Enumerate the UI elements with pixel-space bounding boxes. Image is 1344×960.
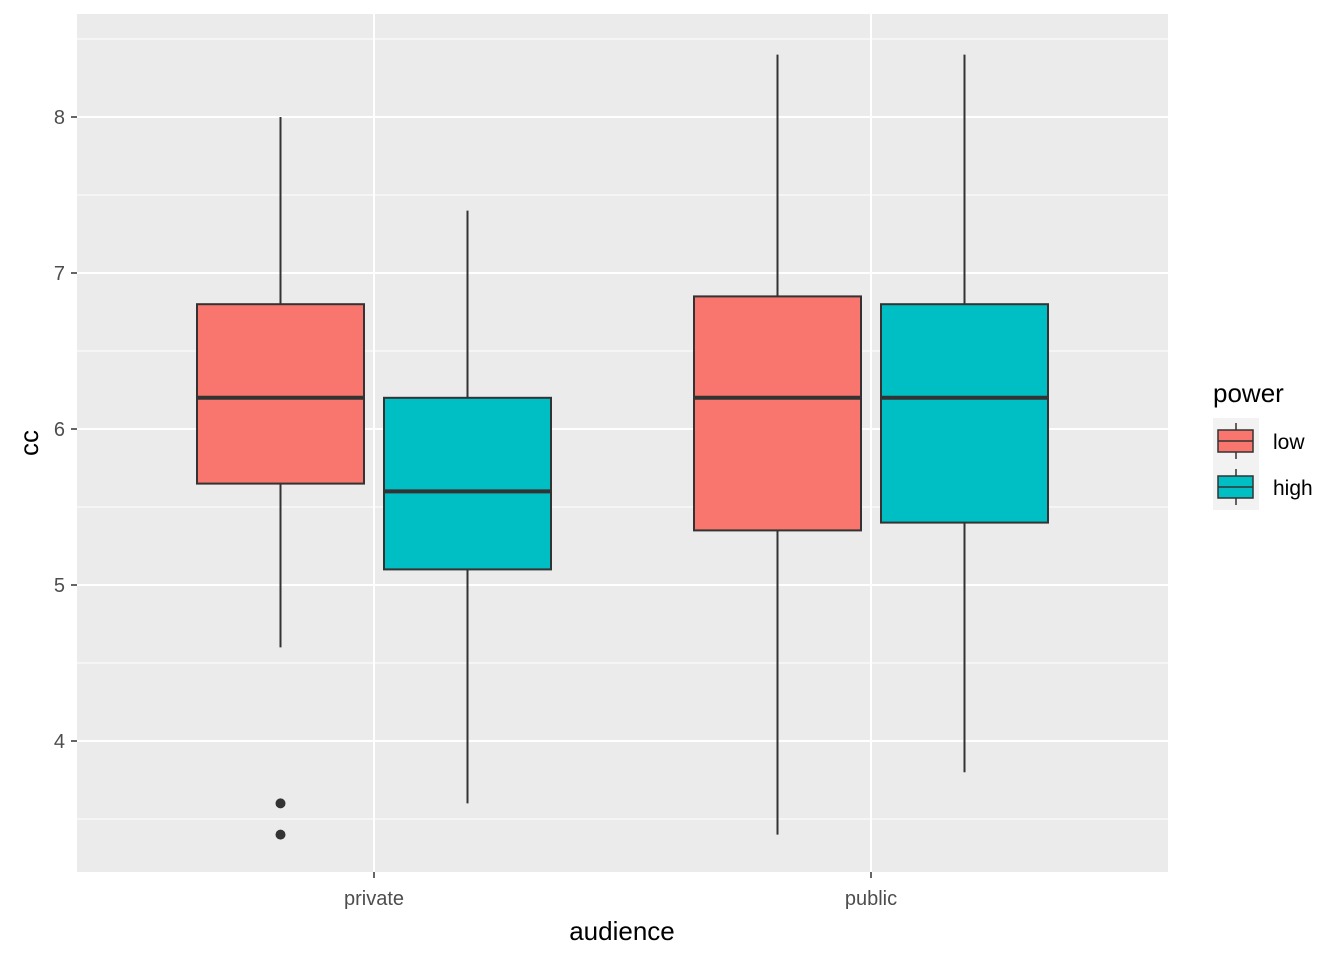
box-iqr [383,396,552,571]
outlier-point [275,798,286,809]
x-tick-label: public [845,888,897,910]
outlier-point [275,829,286,840]
legend-title: power [1213,378,1284,408]
boxes-layer [196,54,1049,840]
x-axis: private public [344,872,897,910]
box-low-private [196,117,365,840]
box-iqr [880,303,1049,524]
legend-label-high: high [1273,477,1313,500]
y-tick-label: 5 [54,575,65,597]
legend-label-low: low [1273,431,1305,454]
y-axis: 4 5 6 7 8 [54,107,77,753]
y-tick-label: 8 [54,107,65,129]
x-axis-title: audience [569,916,675,946]
box-high-public [880,54,1049,773]
legend-key-low [1217,423,1254,459]
box-low-public [693,54,862,835]
y-tick-label: 7 [54,263,65,285]
legend: power low high [1213,378,1313,510]
legend-key-high [1217,469,1254,505]
box-high-private [383,210,552,804]
box-iqr [196,303,365,485]
y-tick-label: 6 [54,419,65,441]
x-tick-label: private [344,888,404,910]
y-axis-title: cc [14,430,44,456]
y-tick-label: 4 [54,731,65,753]
box-iqr [693,295,862,532]
